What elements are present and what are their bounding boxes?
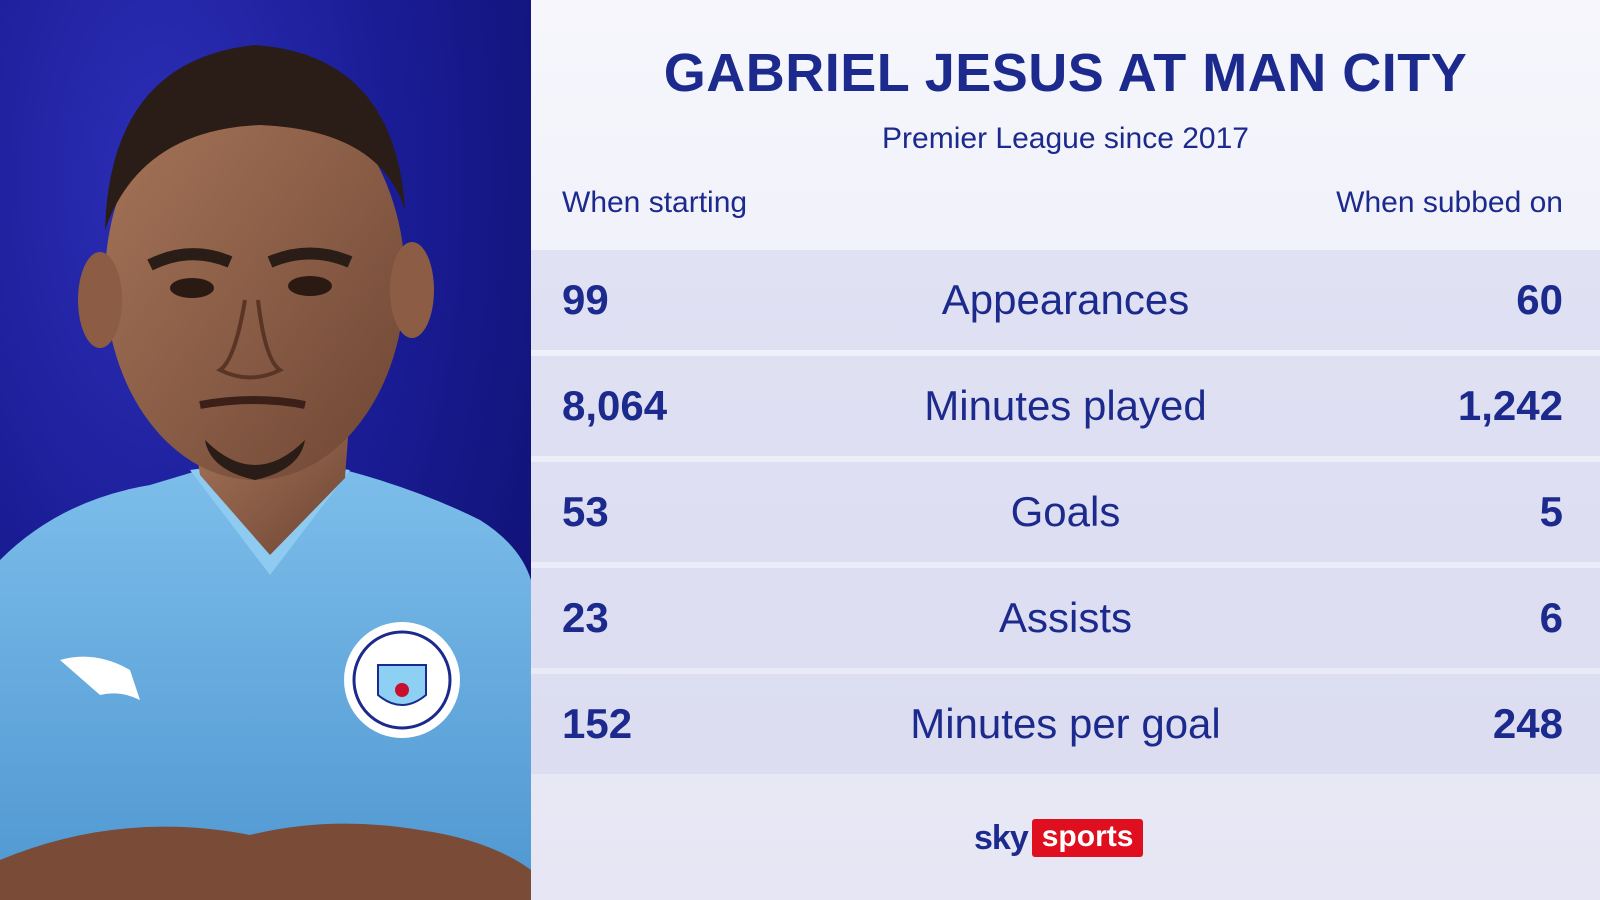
stat-row-goals: 53 Goals 5 <box>531 462 1600 562</box>
stat-label: Minutes per goal <box>910 700 1221 747</box>
stat-row-minutes-per-goal: 152 Minutes per goal 248 <box>531 674 1600 774</box>
page-title: GABRIEL JESUS AT MAN CITY <box>663 43 1468 103</box>
stat-subbed-value: 5 <box>1539 488 1563 535</box>
stat-row-assists: 23 Assists 6 <box>531 568 1600 668</box>
stat-subbed-value: 6 <box>1539 594 1563 641</box>
stats-panel: GABRIEL JESUS AT MAN CITY Premier League… <box>531 0 1600 900</box>
player-photo <box>0 45 531 900</box>
stat-subbed-value: 1,242 <box>1457 382 1563 429</box>
stat-row-minutes-played: 8,064 Minutes played 1,242 <box>531 356 1600 456</box>
stat-label: Assists <box>998 594 1132 641</box>
stat-starting-value: 53 <box>562 488 609 535</box>
stat-row-appearances: 99 Appearances 60 <box>531 250 1600 350</box>
stat-subbed-value: 60 <box>1516 276 1563 323</box>
player-panel <box>0 0 531 900</box>
stat-label: Minutes played <box>924 382 1207 429</box>
stat-label: Appearances <box>941 276 1190 323</box>
stat-subbed-value: 248 <box>1492 700 1563 747</box>
column-header-starting: When starting <box>562 186 748 219</box>
stat-label: Goals <box>1010 488 1121 535</box>
stat-starting-value: 8,064 <box>562 382 668 429</box>
page-subtitle: Premier League since 2017 <box>882 122 1249 155</box>
stat-starting-value: 152 <box>562 700 633 747</box>
sports-wordmark: sports <box>1031 819 1144 857</box>
stat-starting-value: 23 <box>562 594 609 641</box>
sky-sports-logo: sky sports <box>974 818 1144 858</box>
column-header-subbed: When subbed on <box>1336 186 1563 219</box>
stat-starting-value: 99 <box>562 276 609 323</box>
stats-table: 99 Appearances 60 8,064 Minutes played 1… <box>531 250 1600 780</box>
sky-wordmark: sky <box>974 818 1029 857</box>
